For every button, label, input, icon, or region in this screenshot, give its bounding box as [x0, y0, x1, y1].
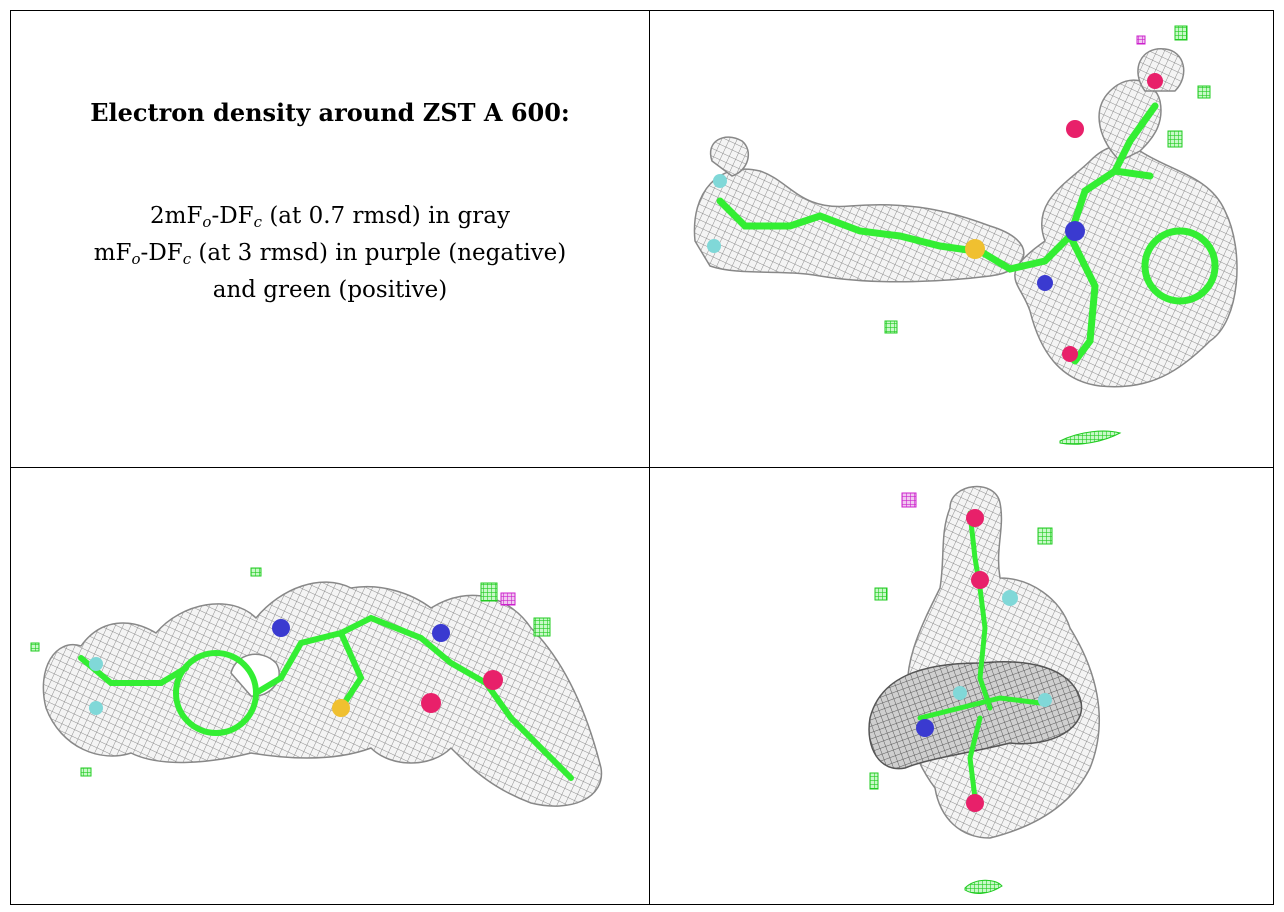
vertical-divider	[649, 10, 650, 905]
density-view-2	[11, 468, 649, 904]
density-mesh-view-1	[693, 25, 1238, 445]
panel-grid	[10, 10, 1274, 905]
density-mesh-view-3	[868, 486, 1100, 894]
density-view-3	[650, 468, 1273, 904]
density-view-1	[650, 11, 1273, 467]
horizontal-divider	[10, 467, 1274, 468]
legend-line-2fo-fc: 2mFo-DFc (at 0.7 rmsd) in gray	[150, 203, 510, 231]
caption-panel: Electron density around ZST A 600: 2mFo-…	[11, 11, 649, 467]
density-mesh-view-2	[30, 567, 603, 807]
legend-line-fo-fc: mFo-DFc (at 3 rmsd) in purple (negative)	[93, 240, 567, 268]
legend-line-colors: and green (positive)	[212, 277, 448, 303]
figure-title: Electron density around ZST A 600:	[90, 98, 570, 127]
density-legend: 2mFo-DFc (at 0.7 rmsd) in gray mFo-DFc (…	[11, 201, 649, 306]
